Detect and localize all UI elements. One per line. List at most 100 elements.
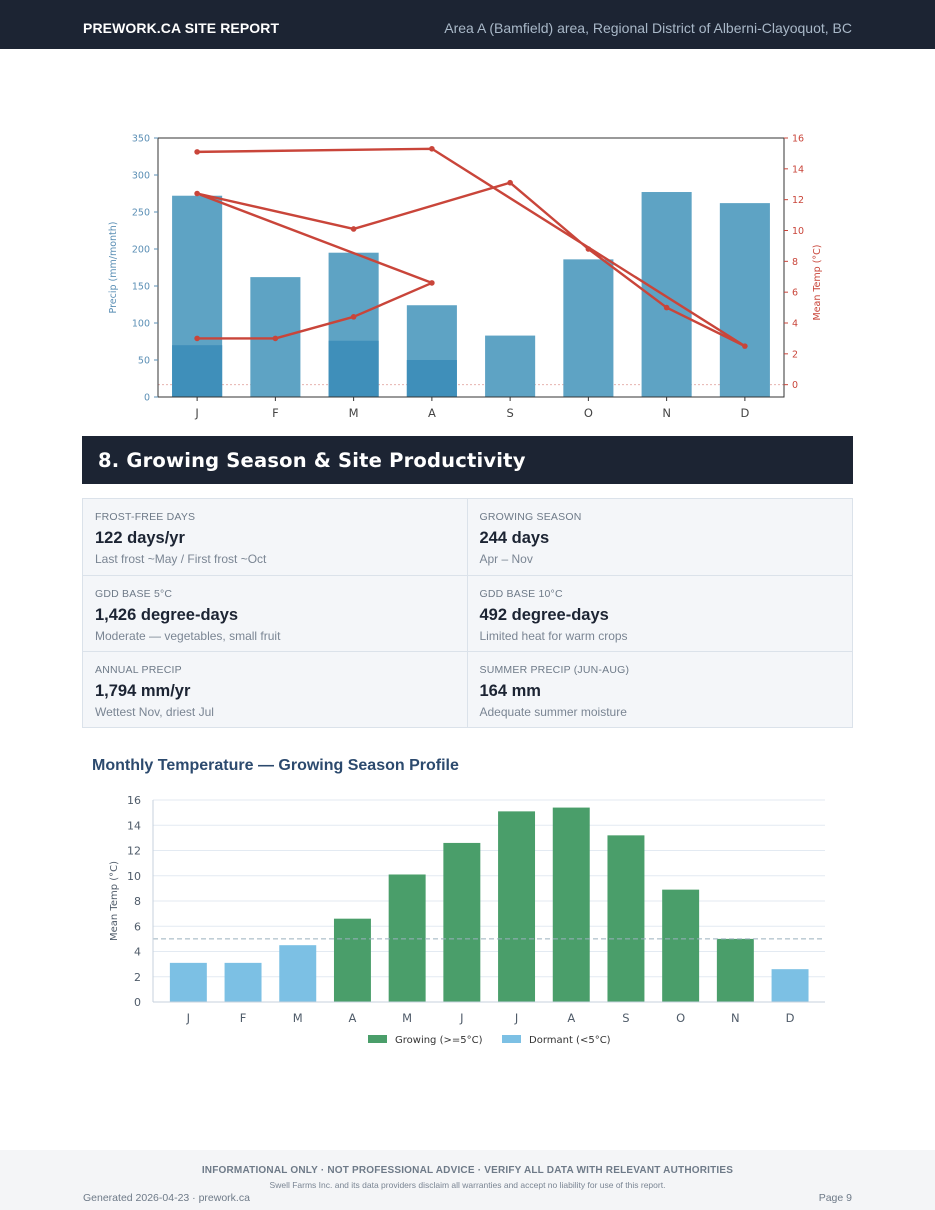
stat-value: 1,426 degree-days: [95, 606, 239, 624]
x-tick-label: A: [428, 406, 436, 420]
footer-page-number: Page 9: [818, 1192, 852, 1204]
growing-season-chart: 0 2 4 6 8 10 12 14 16 J F M A M J J A S O N D Mean Temp (°C) G…: [100, 788, 840, 1050]
temp-point: [585, 246, 592, 252]
temp-point: [194, 190, 200, 197]
section-header: 8. Growing Season & Site Productivity: [82, 436, 853, 484]
temp-tick-label: 6: [134, 920, 141, 933]
x-tick-label: A: [567, 1011, 575, 1025]
growing-month-bar: [607, 835, 645, 1002]
stat-value: 1,794 mm/yr: [95, 682, 191, 700]
footer-disclaimer: INFORMATIONAL ONLY · NOT PROFESSIONAL AD…: [201, 1165, 734, 1176]
temp-point: [194, 335, 200, 342]
x-tick-label: A: [349, 1011, 357, 1025]
precip-bar-overlap: [406, 360, 457, 397]
growing-month-bar: [498, 811, 536, 1002]
temp-tick-label: 6: [792, 288, 798, 299]
stat-annual-precip: ANNUAL PRECIP 1,794 mm/yr Wettest Nov, d…: [83, 652, 468, 727]
growing-season-chart-svg: 0 2 4 6 8 10 12 14 16 J F M A M J J A S O N D Mean Temp (°C) G…: [109, 794, 825, 1046]
temp-point: [429, 145, 435, 152]
temp-point: [742, 343, 748, 349]
stat-value: 492 degree-days: [479, 606, 609, 624]
precip-tick-label: 50: [138, 356, 150, 367]
x-tick-label: D: [740, 406, 749, 420]
report-location: Area A (Bamfield) area, Regional Distric…: [444, 20, 852, 36]
precip-axis-label: Precip (mm/month): [108, 222, 119, 314]
temp-tick-label: 12: [127, 845, 141, 858]
stat-value: 122 days/yr: [95, 529, 185, 547]
stats-grid: FROST-FREE DAYS 122 days/yr Last frost ~…: [82, 498, 853, 728]
x-tick-label: S: [622, 1011, 629, 1025]
growing-month-bar: [388, 874, 426, 1002]
growing-month-bar: [716, 938, 754, 1002]
temp-point: [194, 149, 200, 155]
dormant-month-bar: [279, 945, 317, 1002]
precip-temp-chart: 0 50 100 150 200 250 300 350 0 2 4 6 8 10 12 14 16 J F M A S O…: [100, 128, 830, 428]
x-tick-label: S: [506, 406, 513, 420]
stat-summer-precip: SUMMER PRECIP (JUN-AUG) 164 mm Adequate …: [468, 652, 853, 727]
precip-tick-label: 300: [132, 171, 150, 182]
temp-line: [195, 147, 747, 348]
report-brand: PREWORK.CA SITE REPORT: [83, 20, 280, 36]
stat-note: Apr – Nov: [479, 552, 533, 566]
stat-note: Moderate — vegetables, small fruit: [95, 629, 281, 643]
stat-gdd-base-5: GDD BASE 5°C 1,426 degree-days Moderate …: [83, 576, 468, 652]
plot-frame: [157, 137, 785, 398]
growing-season-chart-title: Monthly Temperature — Growing Season Pro…: [92, 757, 459, 774]
temp-axis-label: Mean Temp (°C): [812, 244, 823, 320]
stat-note: Adequate summer moisture: [479, 705, 627, 719]
temp-point: [429, 280, 435, 286]
precip-temp-chart-svg: 0 50 100 150 200 250 300 350 0 2 4 6 8 10 12 14 16 J F M A S O…: [108, 134, 823, 421]
precip-bar: [719, 203, 770, 397]
dormant-month-bar: [169, 962, 207, 1002]
x-tick-label: J: [194, 406, 198, 420]
x-tick-label: F: [272, 406, 279, 420]
stat-note: Wettest Nov, driest Jul: [95, 705, 214, 719]
temp-point: [272, 335, 279, 342]
precip-tick-label: 350: [132, 134, 150, 145]
stat-value: 244 days: [479, 529, 550, 547]
precip-bar: [563, 259, 614, 397]
stat-frost-free-days: FROST-FREE DAYS 122 days/yr Last frost ~…: [83, 499, 468, 576]
precip-tick-label: 0: [144, 393, 150, 404]
stat-label: ANNUAL PRECIP: [95, 664, 182, 676]
legend-swatch-dormant: [502, 1035, 521, 1043]
temp-tick-label: 12: [792, 195, 804, 206]
temp-tick-label: 0: [792, 380, 798, 391]
footer-generated: Generated 2026-04-23 · prework.ca: [83, 1192, 250, 1204]
temp-point: [350, 226, 357, 232]
x-tick-label: F: [240, 1011, 247, 1025]
footer-liability: Swell Farms Inc. and its data providers …: [269, 1180, 666, 1190]
precip-tick-label: 200: [132, 245, 150, 256]
temp-tick-label: 8: [792, 257, 798, 268]
temp-point: [350, 314, 357, 320]
stat-note: Last frost ~May / First frost ~Oct: [95, 552, 267, 566]
x-tick-label: D: [786, 1011, 795, 1025]
x-tick-label: O: [584, 406, 593, 420]
x-tick-label: J: [459, 1011, 463, 1025]
x-tick-label: N: [731, 1011, 740, 1025]
temp-tick-label: 8: [134, 895, 141, 908]
temp-tick-label: 2: [792, 349, 798, 360]
x-tick-label: J: [186, 1011, 190, 1025]
x-tick-label: M: [402, 1011, 412, 1025]
temp-tick-label: 16: [792, 134, 804, 145]
report-header-bar: PREWORK.CA SITE REPORT Area A (Bamfield)…: [0, 0, 935, 49]
temp-axis-label: Mean Temp (°C): [109, 861, 120, 941]
stat-label: GDD BASE 10°C: [479, 588, 563, 600]
temp-tick-label: 10: [127, 870, 141, 883]
x-tick-label: O: [676, 1011, 685, 1025]
legend-label-growing: Growing (>=5°C): [395, 1035, 483, 1046]
x-tick-label: J: [514, 1011, 518, 1025]
legend-swatch-growing: [368, 1035, 387, 1043]
x-tick-label: M: [293, 1011, 303, 1025]
stat-gdd-base-10: GDD BASE 10°C 492 degree-days Limited he…: [467, 576, 852, 652]
precip-tick-label: 250: [132, 208, 150, 219]
temp-tick-label: 4: [134, 946, 141, 959]
stat-label: GDD BASE 5°C: [95, 588, 173, 600]
temp-tick-label: 0: [134, 996, 141, 1009]
x-tick-label: M: [349, 406, 359, 420]
temp-tick-label: 14: [127, 819, 141, 832]
precip-tick-label: 100: [132, 319, 150, 330]
growing-month-bar: [443, 842, 481, 1002]
temp-point: [663, 304, 670, 311]
